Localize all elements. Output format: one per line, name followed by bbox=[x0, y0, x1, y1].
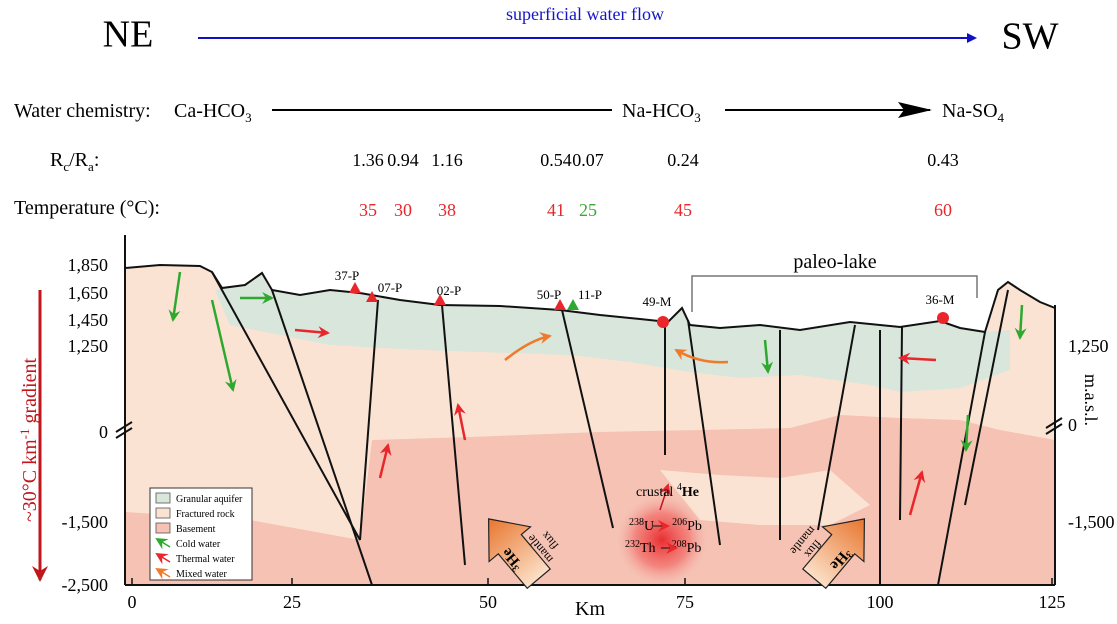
site-marker bbox=[937, 312, 949, 324]
site-label: 49-M bbox=[643, 294, 672, 309]
sw-label: SW bbox=[1002, 16, 1059, 58]
crustal-he: crustal 4He bbox=[636, 482, 699, 500]
legend-swatch bbox=[156, 508, 170, 518]
site-label: 02-P bbox=[437, 283, 462, 298]
temperature-value: 30 bbox=[394, 200, 412, 220]
legend-label: Cold water bbox=[176, 539, 221, 550]
temperature-value: 45 bbox=[674, 200, 692, 220]
x-tick-label: 100 bbox=[867, 592, 894, 612]
x-tick-label: 0 bbox=[128, 592, 137, 612]
y-tick-label: 0 bbox=[1068, 415, 1077, 435]
right-axis-label: m.a.s.l. bbox=[1081, 374, 1101, 426]
site-marker bbox=[657, 316, 669, 328]
temperature-value: 38 bbox=[438, 200, 456, 220]
legend-label: Fractured rock bbox=[176, 509, 235, 520]
legend-label: Basement bbox=[176, 524, 216, 535]
chemistry-label: Water chemistry: bbox=[14, 100, 151, 122]
site-label: 07-P bbox=[378, 280, 403, 295]
chemistry-stage: Ca-HCO3 bbox=[174, 100, 252, 125]
x-tick-label: 50 bbox=[479, 592, 497, 612]
y-tick-label: 0 bbox=[99, 422, 108, 442]
legend-swatch bbox=[156, 493, 170, 503]
x-axis-label: Km bbox=[575, 598, 605, 620]
legend-label: Thermal water bbox=[176, 554, 235, 565]
chemistry-stage: Na-SO4 bbox=[942, 100, 1005, 125]
ne-label: NE bbox=[103, 14, 154, 56]
site-label: 11-P bbox=[578, 287, 602, 302]
x-tick-label: 75 bbox=[676, 592, 694, 612]
temperature-value: 60 bbox=[934, 200, 952, 220]
ratio-value: 0.94 bbox=[387, 150, 419, 170]
site-label: 37-P bbox=[335, 268, 360, 283]
chemistry-stage: Na-HCO3 bbox=[622, 100, 701, 125]
ratio-label: Rc/Ra: bbox=[50, 149, 99, 174]
y-tick-label: 1,250 bbox=[1068, 336, 1109, 356]
site-label: 36-M bbox=[926, 292, 955, 307]
y-tick-label: -1,500 bbox=[1068, 512, 1115, 532]
ratio-value: 1.36 bbox=[352, 150, 384, 170]
temperature-value: 41 bbox=[547, 200, 565, 220]
y-tick-label: 1,450 bbox=[68, 310, 109, 330]
legend-label: Mixed water bbox=[176, 569, 227, 580]
ratio-value: 0.43 bbox=[927, 150, 959, 170]
temperature-label: Temperature (°C): bbox=[14, 197, 160, 219]
lake-label: paleo-lake bbox=[793, 251, 876, 273]
x-tick-label: 125 bbox=[1039, 592, 1066, 612]
x-tick-label: 25 bbox=[283, 592, 301, 612]
temperature-value: 35 bbox=[359, 200, 377, 220]
flow-label: superficial water flow bbox=[506, 4, 664, 24]
y-tick-label: 1,650 bbox=[68, 283, 109, 303]
legend-label: Granular aquifer bbox=[176, 494, 243, 505]
y-tick-label: -2,500 bbox=[62, 575, 109, 595]
y-tick-label: -1,500 bbox=[62, 512, 109, 532]
site-marker bbox=[349, 282, 361, 293]
legend: Granular aquifer Fractured rock Basement Co… bbox=[150, 488, 252, 580]
ratio-value: 0.07 bbox=[572, 150, 604, 170]
ratio-value: 1.16 bbox=[431, 150, 463, 170]
figure: NE SW superficial water flow Water chemi… bbox=[0, 0, 1117, 624]
legend-swatch bbox=[156, 523, 170, 533]
ratio-value: 0.54 bbox=[540, 150, 572, 170]
ratio-value: 0.24 bbox=[667, 150, 699, 170]
gradient-label: ~30°C km-1 gradient bbox=[17, 358, 41, 523]
site-label: 50-P bbox=[537, 287, 562, 302]
y-tick-label: 1,850 bbox=[68, 255, 109, 275]
y-tick-label: 1,250 bbox=[68, 336, 109, 356]
temperature-value: 25 bbox=[579, 200, 597, 220]
